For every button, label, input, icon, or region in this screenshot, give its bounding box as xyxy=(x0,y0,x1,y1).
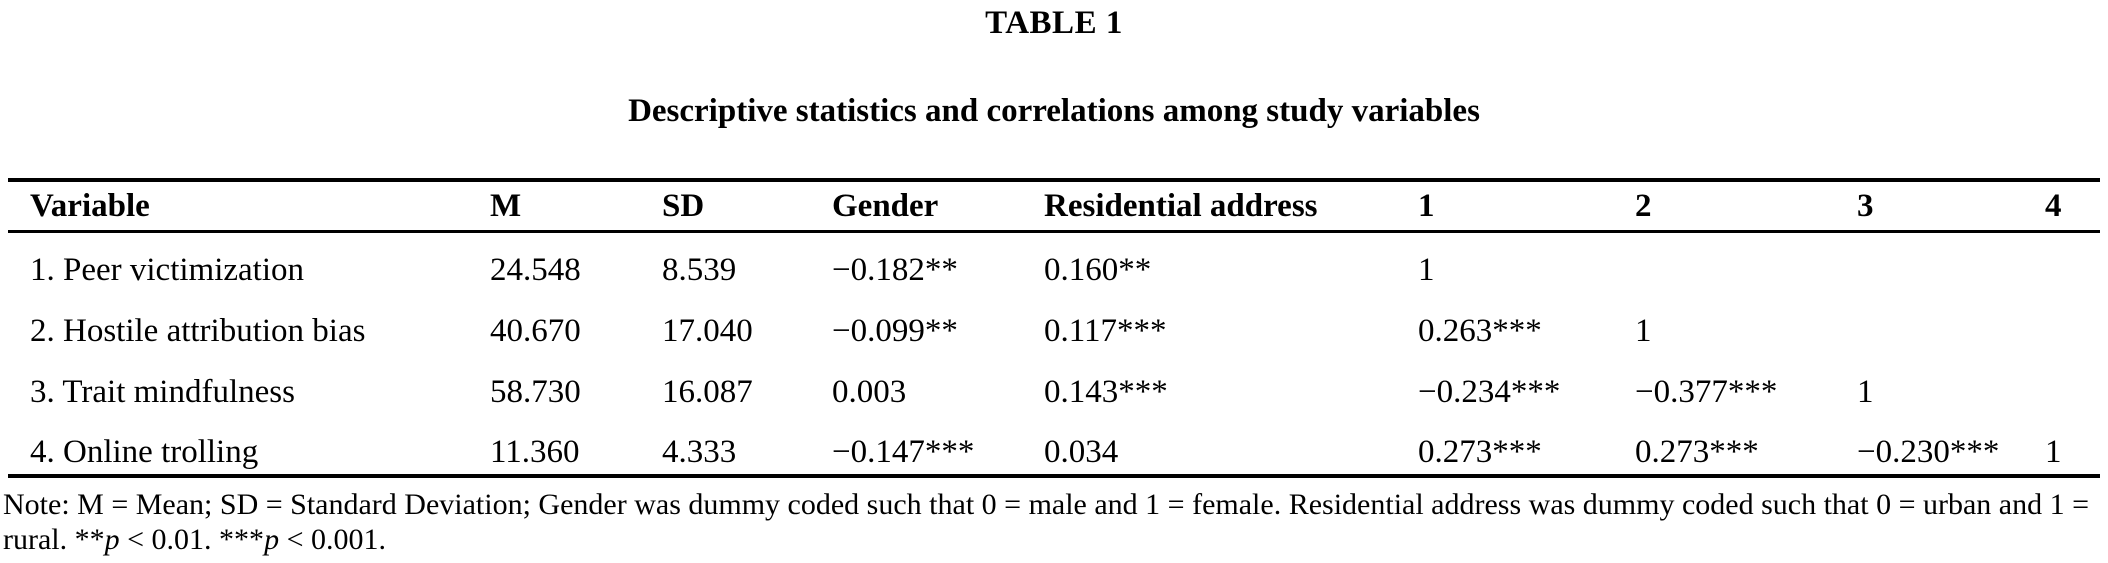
table-cell: 11.360 xyxy=(490,433,580,470)
table-cell: −0.230*** xyxy=(1857,433,2000,470)
table-cell: 0.160** xyxy=(1044,252,1152,289)
table-cell: 0.003 xyxy=(832,373,907,410)
column-header: 3 xyxy=(1857,180,2045,233)
table-cell: 40.670 xyxy=(490,312,581,349)
table-cell: 0.117*** xyxy=(1044,312,1167,349)
column-header: 2 xyxy=(1635,180,1857,233)
table-row: 4. Online trolling 11.360 4.333 −0.147*** 0.… xyxy=(8,415,2100,476)
table-cell: 1 xyxy=(1857,373,1874,410)
table-row: 1. Peer victimization 24.548 8.539 −0.182**… xyxy=(8,232,2100,293)
table-note: Note: M = Mean; SD = Standard Deviation;… xyxy=(3,487,2103,557)
table-cell: 1 xyxy=(1635,312,1652,349)
table-cell xyxy=(2045,232,2100,293)
table-cell: 0.273*** xyxy=(1635,433,1759,470)
table-cell: 1 xyxy=(1418,252,1435,289)
column-header: 1 xyxy=(1418,180,1635,233)
column-header: Gender xyxy=(832,180,1044,233)
table-cell xyxy=(1857,293,2045,354)
table-cell: 4.333 xyxy=(662,433,737,470)
table-cell xyxy=(2045,354,2100,415)
stats-table: Variable M SD Gender Residential address 1 2 3 4… xyxy=(8,178,2100,478)
table-cell xyxy=(1635,232,1857,293)
table-header-row: Variable M SD Gender Residential address 1 2 3 4 xyxy=(8,180,2100,233)
table-cell xyxy=(2045,293,2100,354)
table-body: 1. Peer victimization 24.548 8.539 −0.182**… xyxy=(8,232,2100,476)
table-cell: −0.147*** xyxy=(832,433,975,470)
column-header: Variable xyxy=(8,180,490,233)
table-cell: 58.730 xyxy=(490,373,581,410)
table-label: TABLE 1 xyxy=(985,5,1123,41)
table-cell: 1. Peer victimization xyxy=(30,252,305,289)
table-cell: 0.143*** xyxy=(1044,373,1168,410)
note-text: < 0.001. xyxy=(279,523,386,556)
table-cell: −0.234*** xyxy=(1418,373,1561,410)
table-cell: 1 xyxy=(2045,433,2062,470)
table-cell: −0.182** xyxy=(832,252,958,289)
table-cell: 2. Hostile attribution bias xyxy=(30,312,366,349)
table-row: 2. Hostile attribution bias 40.670 17.040 −… xyxy=(8,293,2100,354)
table-cell: 0.273*** xyxy=(1418,433,1542,470)
table-cell: 8.539 xyxy=(662,252,737,289)
table-cell: 16.087 xyxy=(662,373,753,410)
table-cell: 0.034 xyxy=(1044,433,1119,470)
note-text: < 0.01. *** xyxy=(119,523,265,556)
table-caption: Descriptive statistics and correlations … xyxy=(628,93,1480,129)
column-header: SD xyxy=(662,180,832,233)
table-cell: 17.040 xyxy=(662,312,753,349)
note-text: Note: M = Mean; SD = Standard Deviation;… xyxy=(3,488,2090,556)
column-header: M xyxy=(490,180,662,233)
note-italic-p: p xyxy=(264,523,280,556)
table-cell: 3. Trait mindfulness xyxy=(30,373,295,410)
table-cell: −0.099** xyxy=(832,312,958,349)
table-cell xyxy=(1857,232,2045,293)
table-row: 3. Trait mindfulness 58.730 16.087 0.003 0.1… xyxy=(8,354,2100,415)
column-header: Residential address xyxy=(1044,180,1418,233)
column-header: 4 xyxy=(2045,180,2100,233)
table-cell: 0.263*** xyxy=(1418,312,1542,349)
note-italic-p: p xyxy=(104,523,120,556)
table-cell: −0.377*** xyxy=(1635,373,1778,410)
table-cell: 4. Online trolling xyxy=(30,433,259,470)
table-cell: 24.548 xyxy=(490,252,581,289)
